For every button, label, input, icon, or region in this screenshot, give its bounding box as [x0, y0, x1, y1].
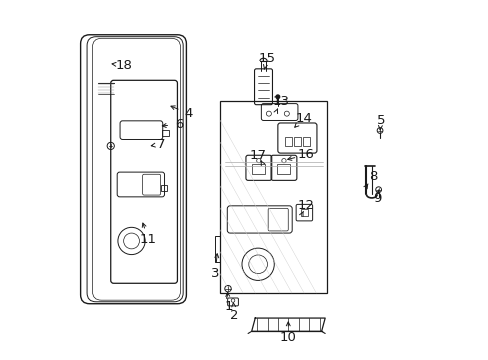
Text: 18: 18	[116, 59, 133, 72]
Text: 10: 10	[279, 331, 296, 344]
Bar	[285, 137, 291, 146]
Text: 7: 7	[157, 138, 165, 150]
Text: 3: 3	[210, 267, 219, 280]
Bar	[277, 163, 290, 174]
Bar	[303, 137, 309, 146]
Circle shape	[276, 95, 279, 99]
Text: 1: 1	[224, 300, 232, 313]
Bar	[252, 163, 265, 174]
Text: 12: 12	[297, 199, 314, 212]
Bar	[162, 130, 169, 136]
Bar	[301, 209, 308, 216]
Bar	[161, 185, 167, 192]
Text: 13: 13	[272, 95, 289, 108]
Text: 5: 5	[376, 114, 384, 127]
Text: 4: 4	[184, 107, 193, 120]
Text: 9: 9	[372, 192, 381, 205]
Text: 11: 11	[140, 233, 157, 246]
Text: 8: 8	[368, 170, 376, 183]
Text: 14: 14	[295, 112, 311, 125]
Text: 6: 6	[175, 118, 183, 131]
Bar	[215, 235, 220, 262]
Bar	[294, 137, 300, 146]
Text: 17: 17	[249, 149, 266, 162]
Text: 16: 16	[297, 148, 314, 161]
Text: 2: 2	[230, 309, 238, 322]
Text: 15: 15	[258, 51, 275, 64]
